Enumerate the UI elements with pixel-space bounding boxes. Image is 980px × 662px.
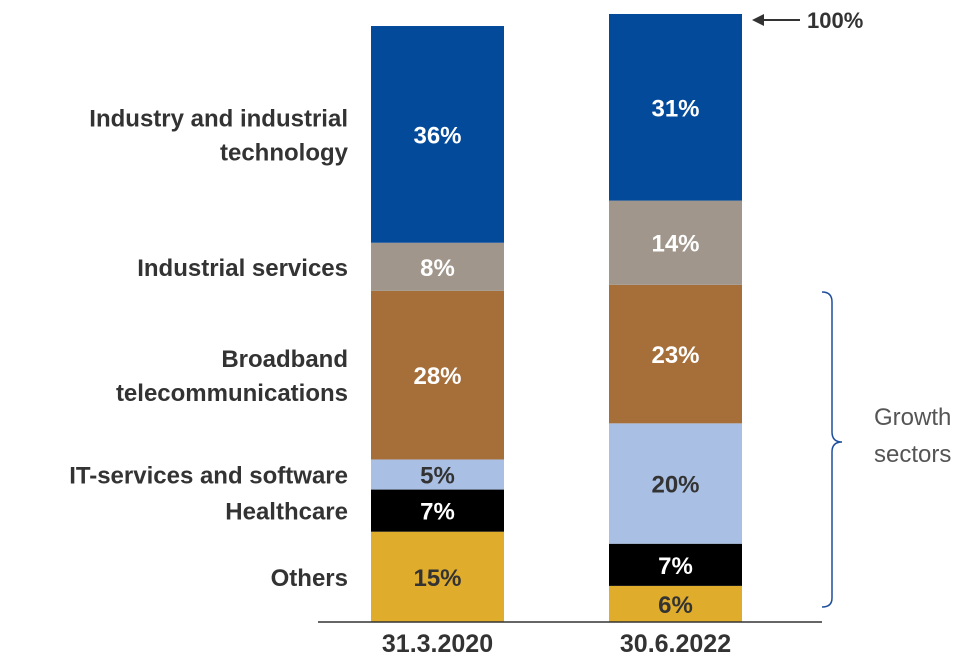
category-label-industry-and-industrial-technology: Industry and industrial technology: [89, 105, 348, 166]
x-tick-label-2: 30.6.2022: [620, 630, 731, 658]
bar-segment-it-services-and-software-1: [371, 459, 504, 490]
bar-segment-others-1: [371, 531, 504, 622]
data-label-others-2: 6%: [658, 592, 693, 619]
bracket-label-line-1: Growth: [874, 404, 951, 431]
category-labels-layer: Others Healthcare IT-services and software…: [69, 105, 348, 591]
data-label-healthcare-2: 7%: [658, 553, 693, 580]
data-label-industrial-services-2: 14%: [651, 231, 699, 258]
bracket-shape: [821, 291, 843, 608]
bar-segment-broadband-telecommunications-2: [609, 284, 742, 424]
data-label-industrial-services-1: 8%: [420, 255, 455, 282]
total-arrow-head: [752, 14, 764, 26]
bar-segment-industry-and-industrial-technology-2: [609, 13, 742, 201]
bar-segment-it-services-and-software-2: [609, 423, 742, 544]
data-label-healthcare-1: 7%: [420, 499, 455, 526]
bar-segment-others-2: [609, 585, 742, 622]
data-label-industry-and-industrial-technology-1: 36%: [413, 122, 461, 149]
data-label-it-services-and-software-2: 20%: [651, 472, 699, 499]
category-label-it-services-and-software: IT-services and software: [69, 463, 348, 490]
x-tick-label-1: 31.3.2020: [382, 630, 493, 658]
growth-sectors-bracket: Growth sectors: [821, 291, 951, 608]
bar-segment-industry-and-industrial-technology-1: [371, 26, 504, 243]
bars-layer: 15% 7% 5% 28% 8% 36% 6% 7% 20% 23% 14% 31%: [371, 13, 742, 622]
total-annotation: 100%: [752, 8, 863, 33]
total-annotation-label: 100%: [807, 8, 863, 33]
category-label-industrial-services: Industrial services: [137, 255, 348, 282]
bar-segment-industrial-services-1: [371, 242, 504, 291]
category-label-others: Others: [271, 565, 348, 592]
data-label-it-services-and-software-1: 5%: [420, 463, 455, 490]
data-label-broadband-telecommunications-2: 23%: [651, 342, 699, 369]
x-tick-labels-layer: 31.3.2020 30.6.2022: [382, 630, 731, 658]
bracket-label-line-2: sectors: [874, 441, 951, 468]
data-label-others-1: 15%: [413, 565, 461, 592]
bar-segment-healthcare-2: [609, 543, 742, 586]
data-label-industry-and-industrial-technology-2: 31%: [651, 95, 699, 122]
bar-segment-industrial-services-2: [609, 200, 742, 285]
data-label-broadband-telecommunications-1: 28%: [413, 363, 461, 390]
bar-segment-broadband-telecommunications-1: [371, 290, 504, 460]
bar-segment-healthcare-1: [371, 489, 504, 532]
category-label-broadband-telecommunications: Broadband telecommunications: [116, 346, 348, 407]
category-label-healthcare: Healthcare: [225, 499, 348, 526]
